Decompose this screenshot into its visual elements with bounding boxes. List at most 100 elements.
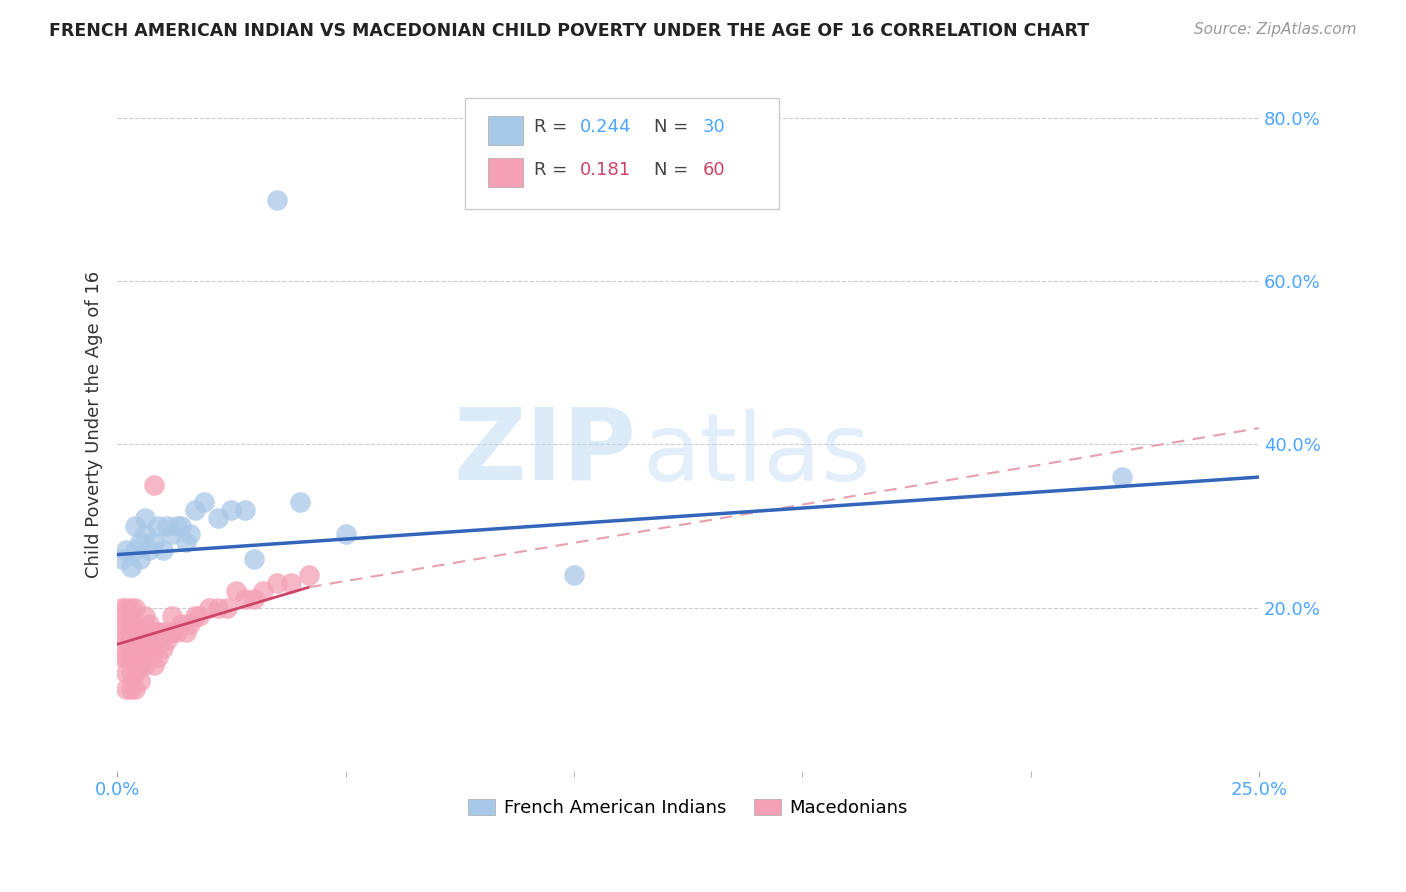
Point bbox=[156, 519, 179, 533]
Point bbox=[120, 559, 142, 574]
Point bbox=[188, 608, 211, 623]
Text: N =: N = bbox=[654, 161, 693, 179]
Point bbox=[129, 657, 152, 672]
Point bbox=[138, 616, 160, 631]
Point bbox=[120, 649, 142, 664]
Point bbox=[111, 633, 134, 648]
Point bbox=[280, 576, 302, 591]
Text: 30: 30 bbox=[703, 119, 725, 136]
Point bbox=[207, 600, 229, 615]
Point bbox=[129, 551, 152, 566]
Point bbox=[243, 592, 266, 607]
Point bbox=[562, 568, 585, 582]
Point bbox=[174, 625, 197, 640]
Point bbox=[152, 543, 174, 558]
Point bbox=[124, 616, 146, 631]
Point bbox=[160, 625, 183, 640]
Point bbox=[298, 568, 321, 582]
Point bbox=[124, 682, 146, 697]
Point bbox=[148, 625, 170, 640]
Point bbox=[111, 600, 134, 615]
Point bbox=[129, 535, 152, 549]
Point bbox=[166, 519, 188, 533]
Point bbox=[134, 608, 156, 623]
Text: 60: 60 bbox=[703, 161, 725, 179]
Point bbox=[152, 625, 174, 640]
Point bbox=[111, 551, 134, 566]
Point bbox=[124, 519, 146, 533]
Point bbox=[129, 673, 152, 688]
Point bbox=[142, 641, 165, 656]
Point bbox=[134, 511, 156, 525]
Point bbox=[138, 633, 160, 648]
Point bbox=[170, 519, 193, 533]
Point bbox=[134, 527, 156, 541]
Point bbox=[160, 608, 183, 623]
Point bbox=[174, 535, 197, 549]
Point bbox=[233, 502, 256, 516]
Point bbox=[179, 527, 201, 541]
Point bbox=[138, 543, 160, 558]
Point bbox=[134, 657, 156, 672]
Point bbox=[193, 494, 215, 508]
Point bbox=[266, 193, 288, 207]
Point bbox=[184, 502, 207, 516]
Point bbox=[288, 494, 311, 508]
Point bbox=[129, 625, 152, 640]
Point bbox=[134, 641, 156, 656]
Point bbox=[138, 649, 160, 664]
Point bbox=[148, 649, 170, 664]
Point bbox=[225, 584, 247, 599]
FancyBboxPatch shape bbox=[488, 158, 523, 187]
Point bbox=[124, 633, 146, 648]
Point bbox=[170, 616, 193, 631]
Point bbox=[124, 665, 146, 680]
Point bbox=[142, 657, 165, 672]
Point bbox=[142, 535, 165, 549]
Point bbox=[335, 527, 357, 541]
Text: R =: R = bbox=[534, 161, 579, 179]
Point bbox=[120, 682, 142, 697]
Point bbox=[148, 519, 170, 533]
Point bbox=[142, 478, 165, 492]
Point bbox=[111, 616, 134, 631]
Text: R =: R = bbox=[534, 119, 572, 136]
Point bbox=[142, 625, 165, 640]
Point bbox=[120, 633, 142, 648]
Text: N =: N = bbox=[654, 119, 693, 136]
Point bbox=[233, 592, 256, 607]
Point bbox=[184, 608, 207, 623]
Point bbox=[115, 600, 138, 615]
Point bbox=[166, 625, 188, 640]
Point bbox=[115, 543, 138, 558]
Point bbox=[160, 527, 183, 541]
Point bbox=[115, 665, 138, 680]
Point bbox=[115, 616, 138, 631]
Text: 0.181: 0.181 bbox=[579, 161, 631, 179]
Point bbox=[197, 600, 219, 615]
FancyBboxPatch shape bbox=[465, 98, 779, 209]
Point bbox=[207, 511, 229, 525]
Point bbox=[252, 584, 274, 599]
Point bbox=[120, 616, 142, 631]
Text: FRENCH AMERICAN INDIAN VS MACEDONIAN CHILD POVERTY UNDER THE AGE OF 16 CORRELATI: FRENCH AMERICAN INDIAN VS MACEDONIAN CHI… bbox=[49, 22, 1090, 40]
Point bbox=[156, 633, 179, 648]
Text: 0.244: 0.244 bbox=[579, 119, 631, 136]
Point bbox=[152, 641, 174, 656]
Point bbox=[120, 665, 142, 680]
Point bbox=[266, 576, 288, 591]
Point bbox=[124, 649, 146, 664]
Text: atlas: atlas bbox=[643, 409, 870, 501]
FancyBboxPatch shape bbox=[488, 116, 523, 145]
Point bbox=[1111, 470, 1133, 484]
Legend: French American Indians, Macedonians: French American Indians, Macedonians bbox=[461, 791, 915, 824]
Point bbox=[111, 649, 134, 664]
Point bbox=[134, 625, 156, 640]
Point bbox=[215, 600, 238, 615]
Point bbox=[120, 600, 142, 615]
Point bbox=[221, 502, 243, 516]
Point bbox=[243, 551, 266, 566]
Y-axis label: Child Poverty Under the Age of 16: Child Poverty Under the Age of 16 bbox=[86, 270, 103, 578]
Point bbox=[115, 682, 138, 697]
Point bbox=[124, 600, 146, 615]
